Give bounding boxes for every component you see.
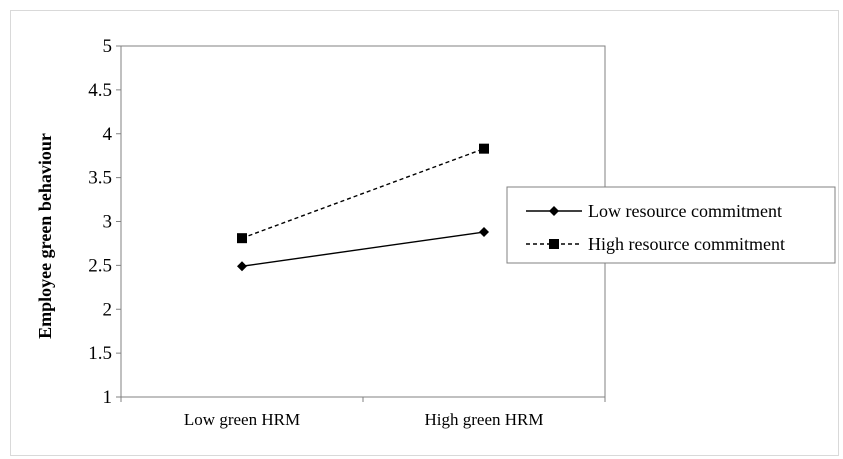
y-tick-label: 4 — [103, 124, 113, 145]
y-tick-label: 2 — [103, 299, 113, 320]
square-marker — [237, 233, 247, 244]
series-markers — [237, 143, 489, 272]
diamond-marker — [237, 261, 247, 272]
y-tick-label: 5 — [103, 36, 113, 57]
series-line-low — [241, 231, 485, 267]
y-tick-label: 2.5 — [88, 255, 112, 276]
x-axis: Low green HRM High green HRM — [120, 397, 606, 429]
diamond-marker — [479, 227, 489, 238]
series-lines — [241, 148, 485, 267]
legend: Low resource commitment High resource com… — [506, 186, 836, 264]
y-tick-label: 1 — [103, 387, 113, 408]
y-axis: 1 1.5 2 2.5 3 3.5 4 4.5 5 — [88, 36, 121, 408]
y-tick-label: 1.5 — [88, 343, 112, 364]
y-tick-label: 3.5 — [88, 168, 112, 189]
y-tick-label: 4.5 — [88, 80, 112, 101]
x-category-label: High green HRM — [425, 410, 544, 429]
legend-square-marker — [549, 239, 559, 249]
x-category-label: Low green HRM — [184, 410, 300, 429]
legend-label: Low resource commitment — [588, 201, 782, 221]
y-axis-label: Employee green behaviour — [35, 133, 55, 339]
series-line-high — [241, 148, 485, 239]
y-tick-label: 3 — [103, 212, 113, 233]
legend-diamond-marker — [549, 206, 559, 216]
legend-label: High resource commitment — [588, 234, 785, 254]
square-marker — [479, 143, 489, 154]
legend-box — [506, 186, 836, 264]
